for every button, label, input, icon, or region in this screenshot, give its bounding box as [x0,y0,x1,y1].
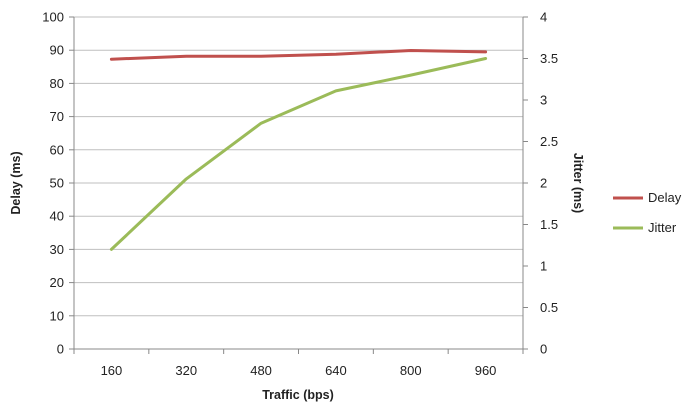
left-axis-tick-label: 60 [50,142,64,157]
right-axis-title: Jitter (ms) [571,153,585,213]
right-axis-tick-label: 1 [540,259,547,274]
legend: Delay Jitter [613,190,682,235]
right-axis-tick-label: 0 [540,342,547,357]
left-axis-tick-label: 70 [50,109,64,124]
left-axis-tick-label: 20 [50,275,64,290]
right-axis-tick-labels: 0 0.5 1 1.5 2 2.5 3 3.5 4 [540,10,558,357]
gridlines [74,17,523,349]
left-axis-tick-label: 80 [50,76,64,91]
left-axis-tick-label: 90 [50,43,64,58]
left-axis-tick-label: 30 [50,242,64,257]
x-axis-title: Traffic (bps) [262,388,334,402]
left-axis-tick-labels: 0 10 20 30 40 50 60 70 80 90 100 [42,10,64,357]
x-axis-tick-labels: 160 320 480 640 800 960 [101,363,497,378]
series-line-delay [111,51,485,60]
right-axis-tick-label: 1.5 [540,217,558,232]
left-axis-tick-label: 0 [57,342,64,357]
x-axis-tick-label: 960 [475,363,497,378]
x-axis-tick-label: 800 [400,363,422,378]
right-axis-tick-label: 0.5 [540,300,558,315]
series-line-jitter [111,59,485,250]
x-axis-tick-label: 160 [101,363,123,378]
left-axis-title: Delay (ms) [9,151,23,214]
left-axis-tick-label: 50 [50,176,64,191]
right-axis-tick-label: 2 [540,176,547,191]
right-axis-tick-label: 4 [540,10,547,25]
x-axis-tick-label: 480 [250,363,272,378]
legend-label-delay: Delay [648,190,682,205]
axes [69,17,528,354]
x-axis-tick-label: 320 [175,363,197,378]
x-axis-tick-label: 640 [325,363,347,378]
left-axis-tick-label: 10 [50,308,64,323]
left-axis-tick-label: 100 [42,10,64,25]
legend-label-jitter: Jitter [648,220,677,235]
left-axis-tick-label: 40 [50,209,64,224]
right-axis-tick-label: 3 [540,93,547,108]
right-axis-tick-label: 3.5 [540,51,558,66]
right-axis-tick-label: 2.5 [540,134,558,149]
